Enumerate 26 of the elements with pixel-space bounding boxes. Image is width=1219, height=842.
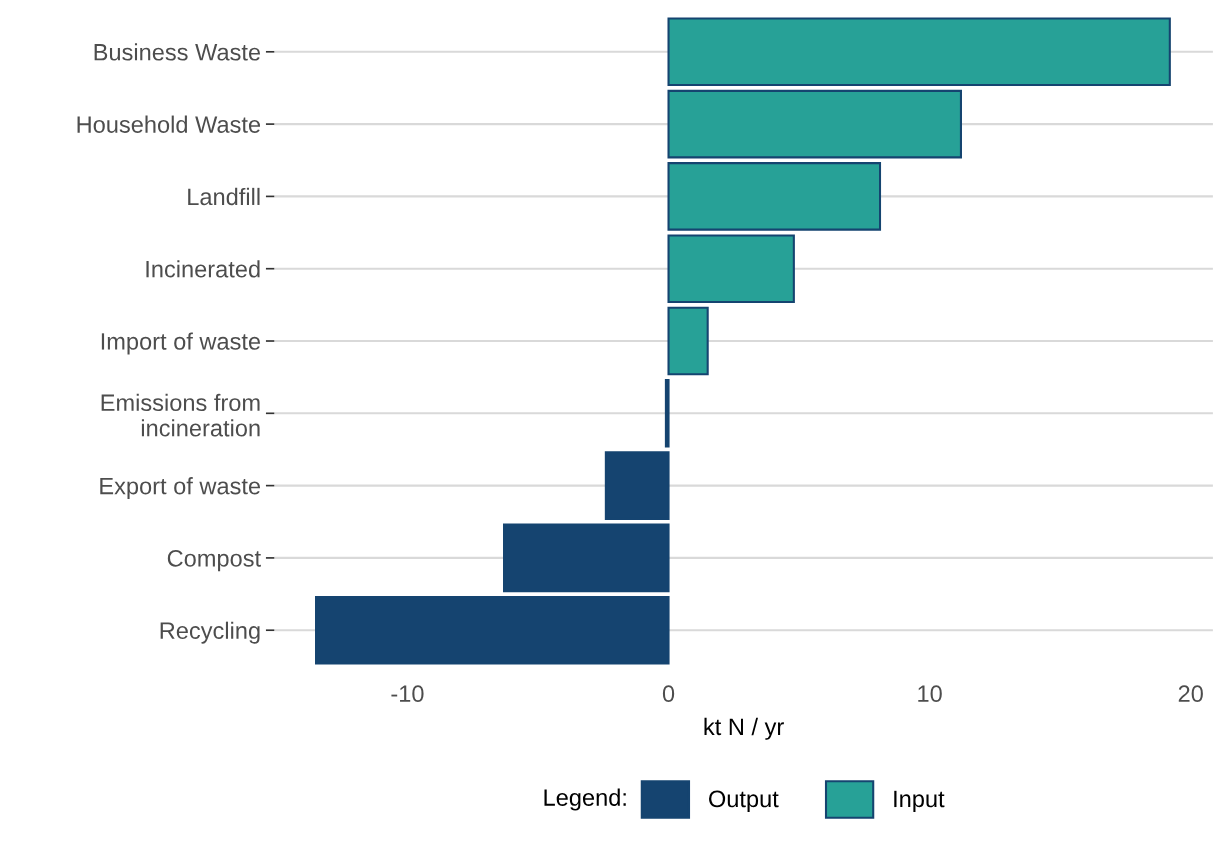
y-tick-label: Compost — [167, 549, 261, 572]
bar — [667, 306, 709, 376]
x-tick-label: 10 — [918, 685, 942, 703]
x-tick-label: 20 — [1178, 685, 1203, 703]
y-tick-label: Emissions from incineration — [101, 393, 260, 437]
legend-title: Legend: — [544, 788, 626, 811]
legend-label: Output — [709, 790, 779, 812]
y-tick-label: Import of waste — [101, 332, 261, 355]
x-tick-label: 0 — [662, 685, 675, 703]
x-axis-title: kt N / yr — [704, 717, 784, 740]
bar — [667, 234, 795, 304]
bar — [664, 379, 670, 448]
x-tick-label: -10 — [391, 685, 424, 703]
bar — [604, 451, 670, 520]
y-tick-label: Incinerated — [146, 260, 260, 278]
y-tick-label: Household Waste — [77, 115, 261, 133]
y-tick-label: Recycling — [160, 621, 260, 644]
legend-label: Input — [894, 790, 945, 812]
bar — [667, 89, 962, 159]
bar — [315, 595, 670, 665]
y-tick-label: Export of waste — [100, 477, 261, 500]
y-tick-label: Business Waste — [94, 43, 261, 61]
bar — [503, 523, 670, 593]
y-tick-label: Landfill — [188, 187, 260, 206]
bar — [667, 17, 1171, 87]
bar — [667, 162, 882, 231]
